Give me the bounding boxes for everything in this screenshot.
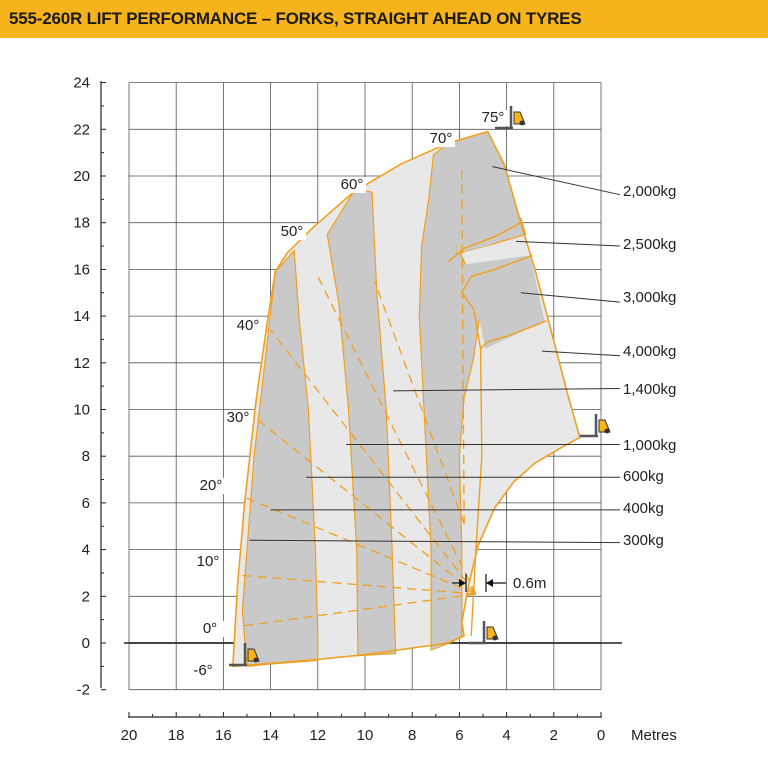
zone-boundary-2 [461,254,533,294]
leader-line-1 [492,166,621,196]
fork-pin [604,428,610,434]
boom-angle-lines [237,168,477,628]
y-tick-label: 16 [73,261,90,278]
angle-label: 0° [203,620,217,637]
leader-line-5 [393,387,621,392]
boom-angle-line-10 [239,574,476,595]
load-label: 4,000kg [623,343,676,360]
angle-label: 75° [482,109,505,126]
load-label: 2,500kg [623,236,676,253]
load-label: 3,000kg [623,289,676,306]
angle-label: 10° [197,553,220,570]
fork-pin [492,635,498,641]
envelope-outline [231,130,581,668]
boom-angle-line-30 [256,418,477,595]
angle-label: 20° [200,477,223,494]
load-label: 1,000kg [623,437,676,454]
angle-label-bg [198,621,224,637]
angle-label: 30° [227,409,250,426]
y-tick-label: 4 [82,542,90,559]
y-tick-label: 24 [73,75,90,92]
y-tick-label: 2 [82,588,90,605]
y-tick-label: -2 [77,682,90,699]
y-tick-label: 22 [73,121,90,138]
fork-pin [253,657,259,663]
x-tick-label: 2 [550,727,558,744]
leader-line-9 [249,539,621,544]
y-tick-label: 0 [82,635,90,652]
leader-line-2 [516,240,621,247]
y-tick-label: 12 [73,355,90,372]
boom-angle-line-60 [373,280,465,525]
boom-angle-line-20 [246,497,477,595]
dim-arrowhead-left [459,579,466,587]
y-tick-label: 18 [73,215,90,232]
x-tick-label: 8 [408,727,416,744]
load-label: 400kg [623,500,664,517]
load-label: 600kg [623,468,664,485]
angle-label-bg [199,478,225,494]
leader-line-3 [520,292,621,303]
leader-line-4 [541,350,621,357]
zone-3000kg [461,255,545,349]
x-tick-label: 14 [262,727,279,744]
title-bar: 555-260R LIFT PERFORMANCE – FORKS, STRAI… [0,0,768,38]
fork-icons [229,106,611,667]
load-label: 2,000kg [623,183,676,200]
fork-pin [519,120,525,126]
zone-boundary-3 [480,320,547,350]
x-axis-label: Metres [631,727,677,744]
angle-label-bg [226,410,252,426]
angle-label: 70° [430,130,453,147]
axes: 20 18 16 14 12 10 8 6 4 2 0242220181614121086420-2… [73,75,677,744]
x-tick-label: 16 [215,727,232,744]
y-tick-label: 6 [82,495,90,512]
fork-icon-right [580,414,611,438]
fork-icon-left [229,643,260,667]
leader-lines [249,166,621,592]
angle-label-bg [481,110,507,126]
load-label: 300kg [623,532,664,549]
y-tick-label: 8 [82,448,90,465]
angle-label: 40° [237,317,260,334]
y-tick-label: 10 [73,402,90,419]
angle-label: 50° [281,223,304,240]
angle-label-bg [191,663,217,679]
y-tick-label: 14 [73,308,90,325]
angle-label-bg [196,554,222,570]
boom-angle-line-40 [270,329,477,595]
angle-label-bg [236,318,262,334]
x-tick-label: 20 [121,727,138,744]
fork-icon-top [495,106,526,130]
boom-angle-line-0 [237,593,477,628]
labels: 75° 70° 60° 50° 40° 30° 20° 10° 0° -6° 2,000kg 2,50… [191,109,676,679]
chart-title: 555-260R LIFT PERFORMANCE – FORKS, STRAI… [9,9,582,28]
load-label: 1,400kg [623,381,676,398]
lift-envelope [231,130,581,668]
zone-boundary-4 [461,292,483,637]
angle-label-bg [280,224,306,240]
x-tick-label: 6 [455,727,463,744]
angle-label: -6° [193,662,212,679]
angle-label-bg [429,131,455,147]
clearance-label: 0.6m [513,575,546,592]
y-tick-label: 20 [73,168,90,185]
load-zones [232,131,580,668]
dim-arrowhead-right [486,579,493,587]
angle-label: 60° [341,176,364,193]
zone-boundary-1 [447,222,522,263]
x-tick-label: 10 [357,727,374,744]
x-tick-label: 12 [309,727,326,744]
angle-label-bg [340,177,366,193]
x-tick-label: 4 [502,727,510,744]
x-tick-label: 18 [168,727,185,744]
x-tick-label: 0 [597,727,605,744]
fork-icon-bottom [468,621,499,645]
